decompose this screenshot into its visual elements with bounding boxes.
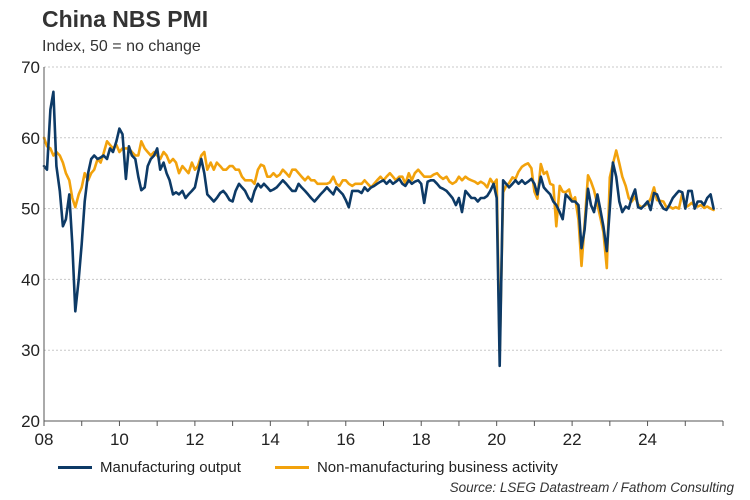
- legend-swatch-manufacturing: [58, 465, 92, 469]
- tick-labels: 20 30 40 50 60 70 08 10 12 14 16 18 20 22 24: [21, 58, 657, 449]
- y-tick-label: 50: [21, 200, 40, 219]
- source-note: Source: LSEG Datastream / Fathom Consult…: [449, 480, 734, 495]
- chart-title: China NBS PMI: [42, 6, 209, 32]
- y-tick-label: 70: [21, 58, 40, 77]
- y-tick-label: 40: [21, 270, 40, 289]
- x-tick-label: 08: [35, 430, 54, 449]
- legend-label-non-manufacturing: Non-manufacturing business activity: [316, 458, 558, 476]
- x-tick-label: 14: [261, 430, 280, 449]
- legend-label-manufacturing: Manufacturing output: [100, 458, 241, 476]
- legend-swatch-non-manufacturing: [274, 465, 309, 469]
- x-tick-label: 24: [638, 430, 657, 449]
- y-tick-label: 60: [21, 129, 40, 148]
- x-tick-label: 10: [110, 430, 129, 449]
- series-lines: [42, 90, 715, 368]
- x-tick-label: 18: [412, 430, 431, 449]
- x-tick-label: 20: [487, 430, 506, 449]
- x-tick-label: 12: [185, 430, 204, 449]
- series-line-manufacturing: [42, 90, 715, 368]
- y-tick-label: 20: [21, 412, 40, 431]
- y-tick-label: 30: [21, 341, 40, 360]
- x-tick-label: 22: [563, 430, 582, 449]
- axes: [43, 67, 724, 426]
- x-tick-label: 16: [336, 430, 355, 449]
- chart-subtitle: Index, 50 = no change: [42, 38, 201, 55]
- legend-item-manufacturing: Manufacturing output: [58, 459, 241, 476]
- legend-item-non-manufacturing: Non-manufacturing business activity: [274, 458, 558, 476]
- chart-legend: Manufacturing output Non-manufacturing b…: [58, 457, 592, 477]
